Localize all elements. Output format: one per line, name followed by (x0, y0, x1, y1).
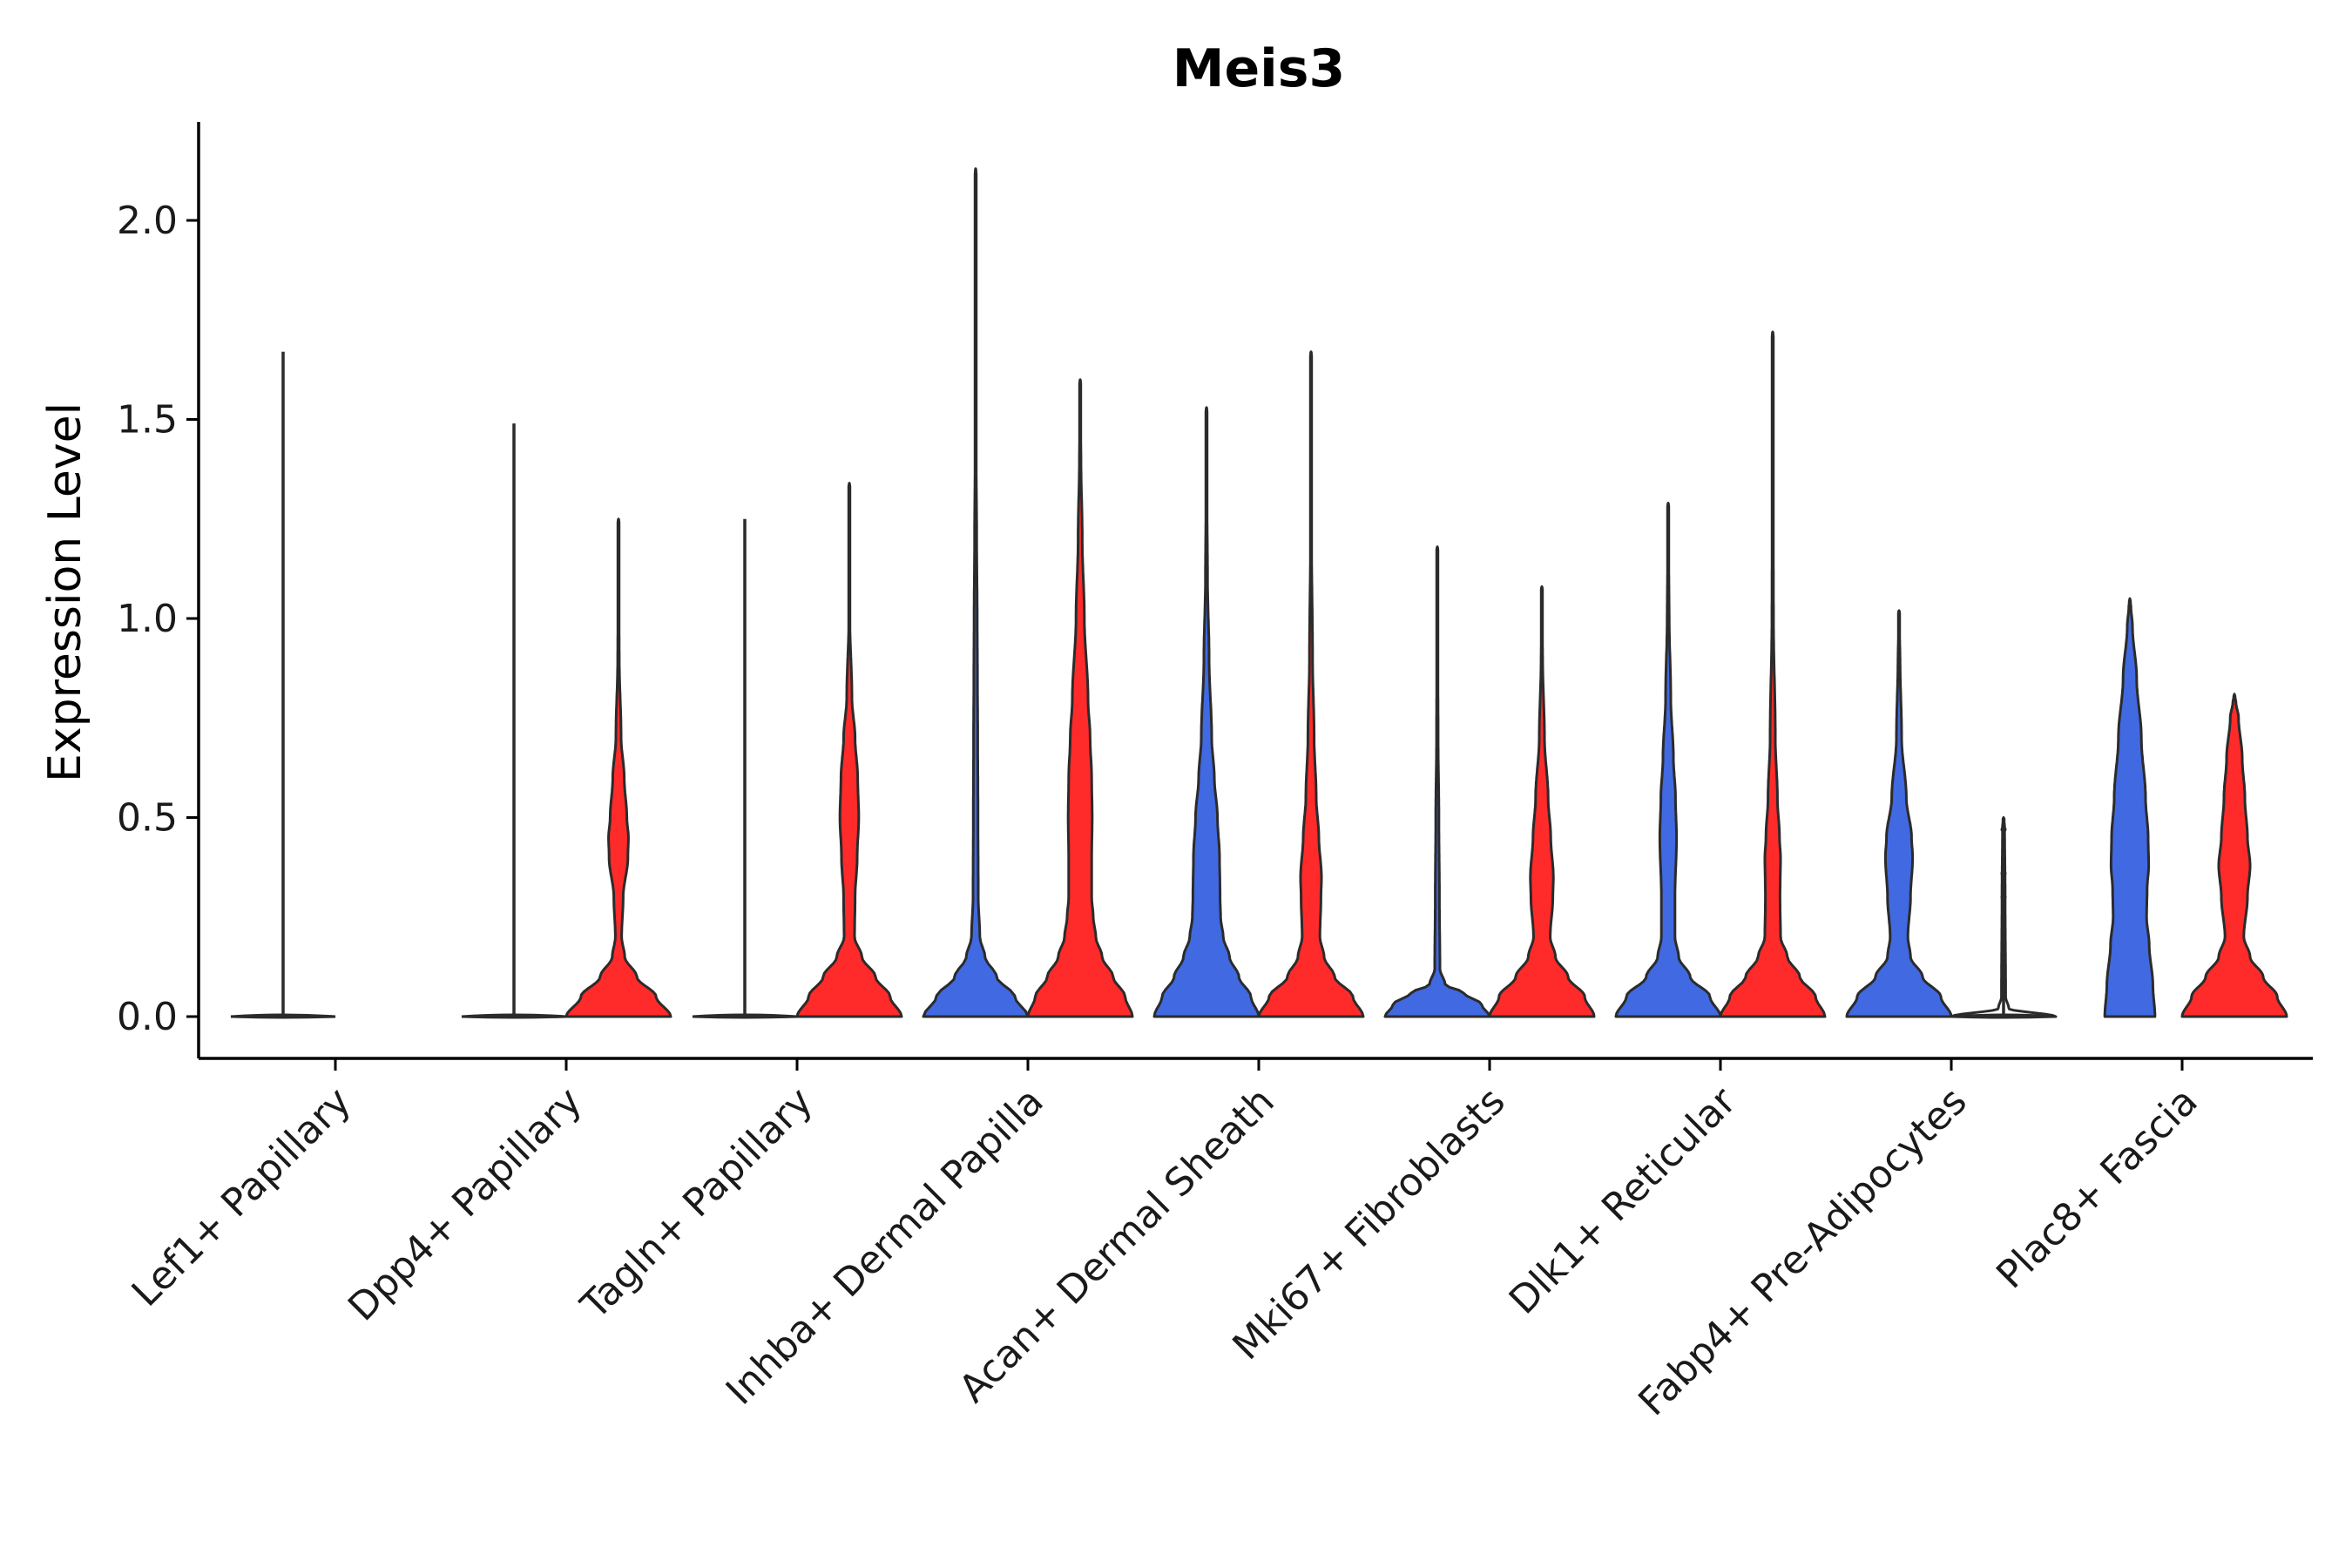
x-tick-label-9: Plac8+ Fascia (1988, 1079, 2207, 1298)
violin-group_b-9 (2180, 693, 2288, 1018)
x-tick-label-7: Dlk1+ Reticular (1501, 1078, 1746, 1323)
violin-group_b-4 (1026, 378, 1134, 1018)
x-tick-label-3: Tagln+ Papillary (572, 1079, 821, 1328)
y-tick-label-5: 2.0 (117, 199, 178, 243)
violin-group_b-8-point-1 (2000, 925, 2007, 932)
violin-group_a-8 (1845, 609, 1953, 1018)
chart-title: Meis3 (1173, 38, 1345, 99)
violin-group_b-8-point-2 (2000, 894, 2007, 901)
violin-layer (230, 167, 2288, 1019)
y-tick-label-3: 1.0 (117, 597, 178, 641)
y-tick-label-4: 1.5 (117, 398, 178, 443)
violin-group_b-8-point-3 (2000, 869, 2007, 876)
violin-group_a-9 (2103, 597, 2157, 1018)
y-tick-label-1: 0.0 (117, 995, 178, 1039)
violin-group_b-8-point-4 (2000, 826, 2007, 833)
y-axis-title: Expression Level (39, 402, 91, 782)
violin-group_b-8 (1950, 816, 2058, 1018)
x-tick-label-2: Dpp4+ Papillary (340, 1079, 591, 1330)
x-tick-label-1: Lef1+ Papillary (124, 1079, 360, 1315)
y-tick-label-2: 0.5 (117, 796, 178, 841)
